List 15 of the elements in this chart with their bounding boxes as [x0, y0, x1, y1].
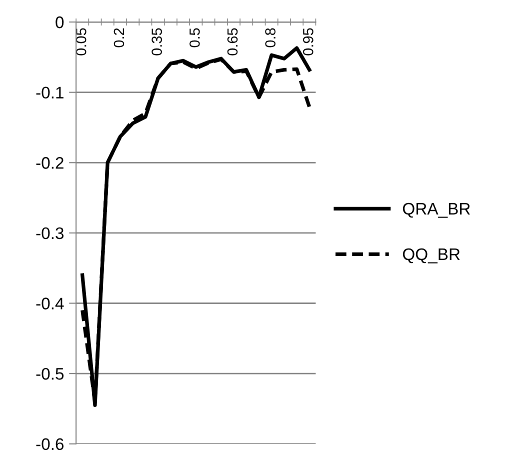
y-tick-label: -0.5 — [36, 368, 64, 380]
y-tick-label: 0 — [56, 16, 64, 28]
x-tick-label: 0.5 — [189, 28, 200, 48]
legend-label: QRA_BR — [402, 202, 470, 218]
y-tick-label: -0.4 — [36, 298, 64, 310]
x-tick-label: 0.95 — [303, 28, 314, 56]
y-tick-label: -0.6 — [36, 438, 64, 450]
x-tick-label: 0.35 — [152, 28, 162, 56]
y-tick-label: -0.2 — [36, 157, 64, 169]
x-tick-label: 0.2 — [114, 28, 124, 48]
y-tick-label: -0.3 — [36, 227, 64, 240]
y-tick-label: -0.1 — [36, 86, 64, 99]
legend-label: QQ_BR — [402, 248, 460, 264]
x-tick-label: 0.65 — [227, 28, 238, 56]
x-tick-label: 0.8 — [265, 28, 276, 48]
